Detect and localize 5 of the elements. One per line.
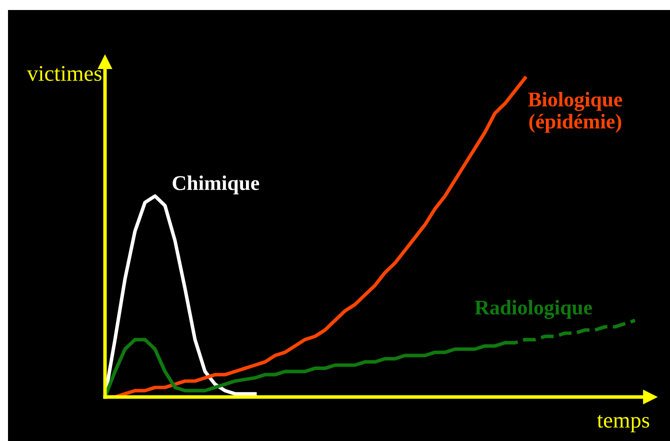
x-axis-title: temps bbox=[597, 414, 650, 432]
series-label: Chimique bbox=[172, 175, 260, 194]
series-label: Radiologique bbox=[474, 300, 592, 319]
series-label: Biologique (épidémie) bbox=[528, 92, 622, 133]
y-axis-title: victimes bbox=[26, 66, 102, 81]
